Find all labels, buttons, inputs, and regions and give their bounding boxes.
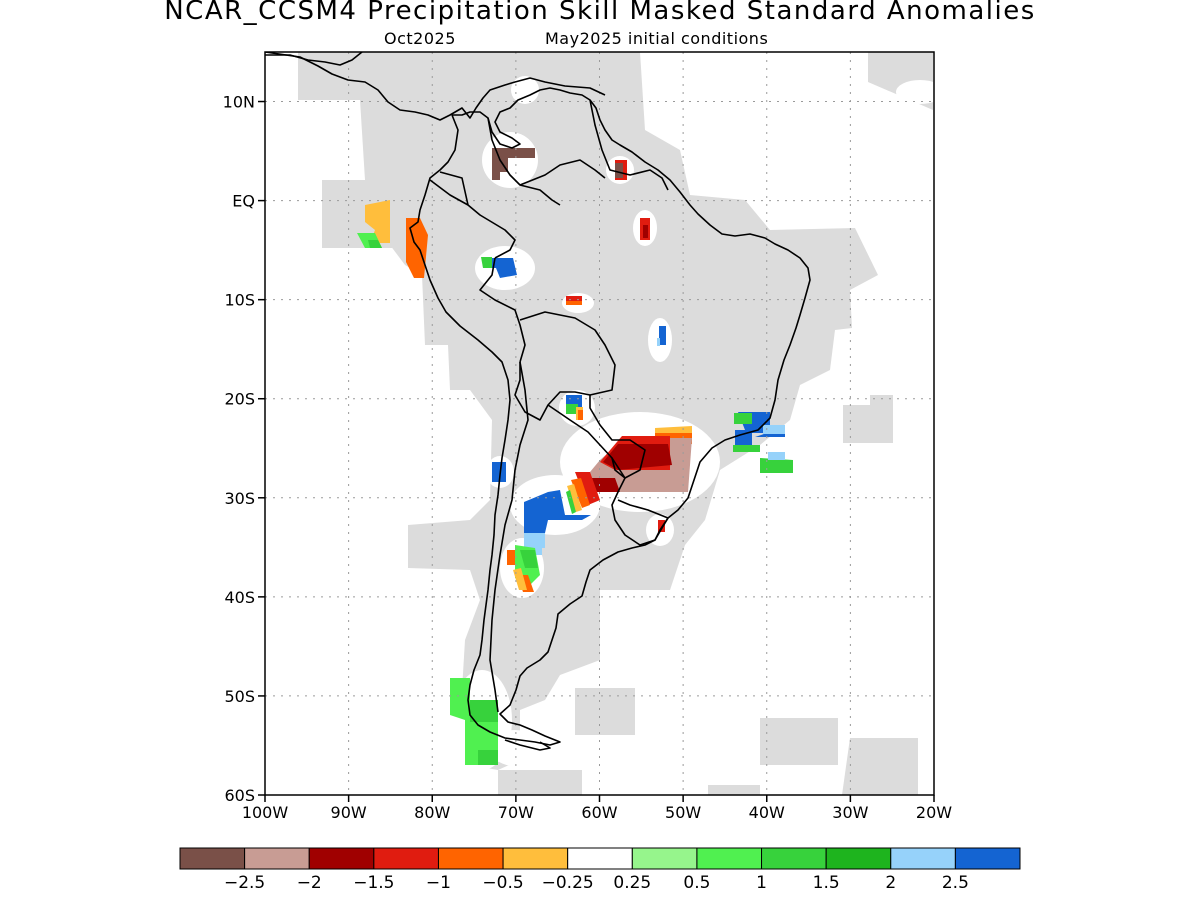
subtitle-initial-conditions: May2025 initial conditions	[545, 29, 769, 48]
colorbar-swatch	[179, 847, 246, 870]
coastline-south-america	[409, 87, 811, 746]
lat-tick-label: 30S	[224, 489, 255, 508]
anomaly-amazon-west	[481, 257, 517, 278]
lat-tick-label: 10S	[224, 291, 255, 310]
lat-tick-label: 40S	[224, 588, 255, 607]
colorbar-label: 1.5	[813, 873, 840, 893]
anomaly-paraguay-parana	[566, 426, 692, 514]
colorbar-label: −2	[297, 873, 322, 893]
chart-title: NCAR_CCSM4 Precipitation Skill Masked St…	[164, 0, 1036, 26]
border-bolivia	[514, 311, 616, 421]
anomaly-goias	[657, 326, 666, 346]
subtitle-valid-month: Oct2025	[384, 29, 456, 48]
border-peru-brazil	[479, 257, 526, 363]
colorbar-swatch	[502, 847, 569, 870]
colorbar-swatch	[825, 847, 892, 870]
colorbar-label: −1.5	[353, 873, 394, 893]
border-chile-argentina	[489, 361, 529, 713]
mask-atlantic-east	[843, 395, 893, 443]
anomaly-argentina-andes	[507, 545, 540, 592]
colorbar: −2.5 −2 −1.5 −1 −0.5 −0.25 0.25 0.5 1 1.5 2 2.5	[179, 847, 1021, 893]
lon-tick-label: 70W	[498, 803, 534, 822]
lat-tick-label: 60S	[224, 786, 255, 805]
anomaly-guyana	[615, 160, 627, 180]
colorbar-label: 1	[756, 873, 767, 893]
colorbar-label: 0.25	[613, 873, 651, 893]
lon-tick-label: 40W	[749, 803, 785, 822]
anomaly-argentina-central	[492, 462, 591, 555]
mask-falklands-area	[575, 688, 635, 735]
lon-tick-label: 100W	[242, 803, 289, 822]
mask-south-atlantic	[760, 718, 838, 765]
colorbar-label: −0.25	[542, 873, 594, 893]
colorbar-swatch	[761, 847, 827, 870]
lon-tick-label: 20W	[916, 803, 952, 822]
lat-tick-label: EQ	[232, 192, 255, 211]
lon-tick-label: 60W	[581, 803, 617, 822]
anomaly-chile-south	[450, 678, 498, 765]
colorbar-swatch	[567, 847, 633, 870]
border-colombia-venezuela	[487, 117, 561, 206]
border-paraguay	[547, 395, 646, 479]
anomaly-venezuela-west	[492, 148, 535, 180]
border-argentina-brazil-uruguay	[611, 457, 669, 546]
mask-south-georgia	[842, 738, 918, 795]
colorbar-swatch	[244, 847, 310, 870]
lon-tick-label: 30W	[832, 803, 868, 822]
colorbar-swatch	[696, 847, 763, 870]
mask-drake	[498, 770, 582, 795]
colorbar-swatch	[373, 847, 439, 870]
coastline-central-america	[265, 52, 606, 121]
anomaly-ecuador-offshore	[357, 200, 390, 248]
colorbar-label: 2.5	[942, 873, 969, 893]
coastline-central-america-north	[265, 52, 363, 66]
colorbar-swatch	[954, 847, 1021, 870]
mask-pacific-ecuador	[322, 180, 392, 248]
anomaly-para	[640, 218, 650, 240]
longitude-labels: 100W 90W 80W 70W 60W 50W 40W 30W 20W	[242, 795, 952, 822]
colorbar-label: 2	[885, 873, 896, 893]
colorbar-label: 0.5	[683, 873, 710, 893]
latitude-labels: 10N EQ 10S 20S 30S 40S 50S 60S	[223, 93, 265, 805]
colorbar-swatch	[308, 847, 375, 870]
coastlines-and-borders	[265, 52, 811, 751]
anomaly-bolivia-north	[566, 296, 582, 305]
lon-tick-label: 90W	[331, 803, 367, 822]
lat-tick-label: 20S	[224, 390, 255, 409]
colorbar-swatch	[631, 847, 698, 870]
border-brazil-venezuela	[519, 159, 606, 186]
mask-atlantic-far-south	[708, 785, 760, 795]
lat-tick-label: 50S	[224, 687, 255, 706]
colorbar-swatch	[437, 847, 504, 870]
colorbar-swatch	[890, 847, 956, 870]
lon-tick-label: 50W	[665, 803, 701, 822]
colorbar-label: −0.5	[482, 873, 523, 893]
lon-tick-label: 80W	[414, 803, 450, 822]
colorbar-label: −2.5	[224, 873, 265, 893]
lat-tick-label: 10N	[223, 93, 255, 112]
border-colombia-peru-brazil	[429, 179, 516, 259]
coastline-tierra-del-fuego	[504, 739, 551, 751]
border-ecuador	[439, 171, 469, 206]
colorbar-label: −1	[426, 873, 451, 893]
border-guianas	[589, 99, 669, 191]
